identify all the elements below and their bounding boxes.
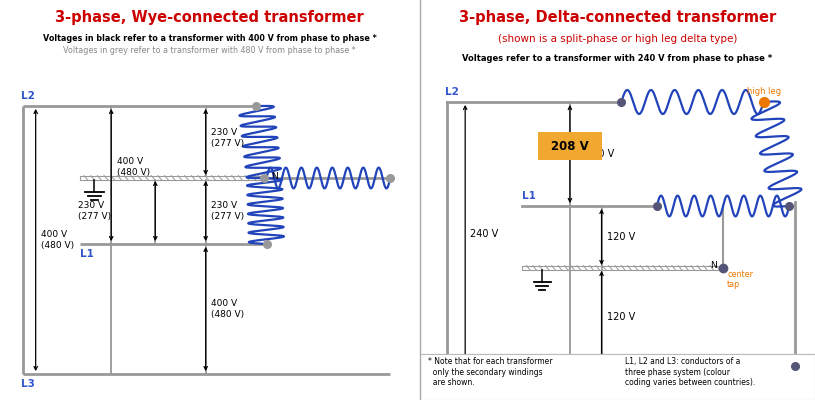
Text: L3: L3 xyxy=(21,379,35,389)
Text: L1, L2 and L3: conductors of a
three phase system (colour
coding varies between : L1, L2 and L3: conductors of a three pha… xyxy=(625,357,756,387)
Text: (shown is a split-phase or high leg delta type): (shown is a split-phase or high leg delt… xyxy=(498,34,737,44)
Text: L2: L2 xyxy=(21,91,35,101)
Text: 400 V
(480 V): 400 V (480 V) xyxy=(117,157,150,177)
Text: 240 V: 240 V xyxy=(470,229,499,239)
Text: L1: L1 xyxy=(522,191,536,201)
Text: Voltages in black refer to a transformer with 400 V from phase to phase *: Voltages in black refer to a transformer… xyxy=(43,34,377,43)
Text: Voltages in grey refer to a transformer with 480 V from phase to phase *: Voltages in grey refer to a transformer … xyxy=(64,46,356,55)
Text: 240 V: 240 V xyxy=(586,149,614,159)
Text: 400 V
(480 V): 400 V (480 V) xyxy=(41,230,74,250)
Text: 120 V: 120 V xyxy=(607,232,636,242)
Text: L2: L2 xyxy=(446,87,460,97)
Text: 400 V
(480 V): 400 V (480 V) xyxy=(211,299,244,319)
Bar xyxy=(80,176,264,180)
Text: Voltages refer to a transformer with 240 V from phase to phase *: Voltages refer to a transformer with 240… xyxy=(462,54,773,63)
Bar xyxy=(539,132,601,160)
Text: 120 V: 120 V xyxy=(607,312,636,322)
Text: 208 V: 208 V xyxy=(551,140,588,152)
Text: 230 V
(277 V): 230 V (277 V) xyxy=(211,128,244,148)
Text: L1: L1 xyxy=(80,249,94,259)
Text: high leg: high leg xyxy=(747,87,781,96)
Text: N: N xyxy=(271,172,277,181)
Text: 230 V
(277 V): 230 V (277 V) xyxy=(77,201,111,221)
Text: 230 V
(277 V): 230 V (277 V) xyxy=(211,201,244,221)
Text: * Note that for each transformer
  only the secondary windings
  are shown.: * Note that for each transformer only th… xyxy=(428,357,552,387)
Text: 3-phase, Wye-connected transformer: 3-phase, Wye-connected transformer xyxy=(55,10,364,25)
Text: center
tap: center tap xyxy=(727,270,753,290)
Text: N: N xyxy=(711,262,717,270)
Bar xyxy=(420,354,815,400)
Text: L3: L3 xyxy=(446,371,460,381)
Text: 3-phase, Delta-connected transformer: 3-phase, Delta-connected transformer xyxy=(459,10,776,25)
Bar xyxy=(522,266,725,270)
